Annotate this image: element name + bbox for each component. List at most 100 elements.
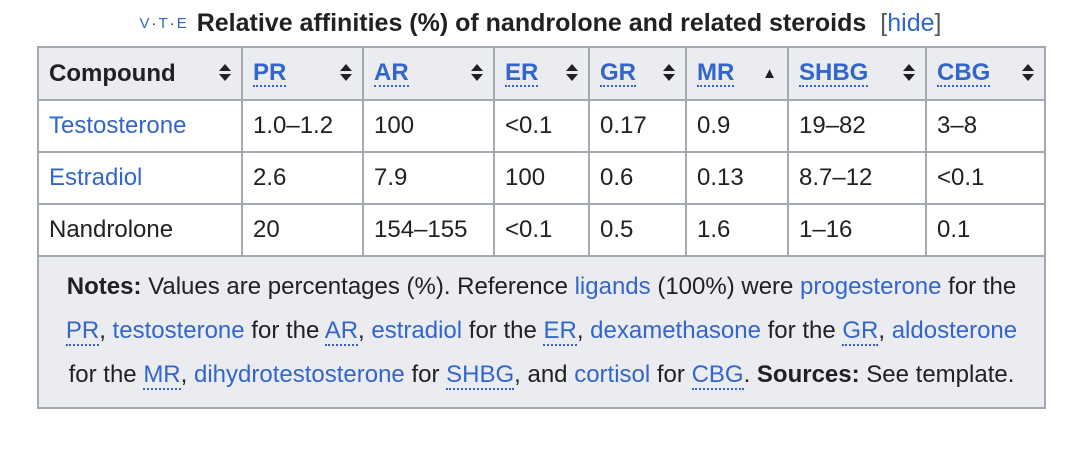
talk-template-link[interactable]: T <box>158 14 170 32</box>
notes-text: Values are percentages (%). Reference <box>141 273 575 300</box>
notes-text: for the <box>760 317 843 344</box>
notes-text: (100%) were <box>650 273 801 300</box>
sources-label: Sources: <box>750 361 860 388</box>
notes-row: Notes: Values are percentages (%). Refer… <box>37 255 1046 409</box>
header-label[interactable]: ER <box>505 58 539 87</box>
sort-icon[interactable] <box>340 63 352 84</box>
header-er[interactable]: ER <box>493 46 590 101</box>
navbox-caption: V·T·E Relative affinities (%) of nandrol… <box>37 0 1044 46</box>
estradiol-link[interactable]: estradiol <box>371 317 463 344</box>
shbg-abbr[interactable]: SHBG <box>446 361 515 390</box>
value-cell: 154–155 <box>362 203 495 257</box>
notes-text: . <box>743 361 751 388</box>
ligands-link[interactable]: ligands <box>574 273 651 300</box>
value-cell: 8.7–12 <box>787 151 927 205</box>
header-compound[interactable]: Compound <box>37 46 243 101</box>
value-cell: 3–8 <box>925 99 1046 153</box>
table-row: Nandrolone 20 154–155 <0.1 0.5 1.6 1–16 … <box>37 203 1046 257</box>
testosterone-link[interactable]: testosterone <box>112 317 245 344</box>
compound-cell: Testosterone <box>37 99 243 153</box>
compound-link[interactable]: Testosterone <box>49 112 187 139</box>
sort-icon[interactable] <box>566 63 578 84</box>
header-row: Compound PR AR ER GR MR ▲ SHBG CBG <box>37 46 1046 101</box>
header-label[interactable]: SHBG <box>799 58 869 87</box>
affinity-table: Compound PR AR ER GR MR ▲ SHBG CBG Testos… <box>37 46 1046 409</box>
dexamethasone-link[interactable]: dexamethasone <box>590 317 761 344</box>
er-abbr[interactable]: ER <box>543 317 577 346</box>
vte-links: V·T·E <box>140 15 189 32</box>
gr-abbr[interactable]: GR <box>842 317 879 346</box>
value-cell: 1.0–1.2 <box>241 99 364 153</box>
compound-cell: Estradiol <box>37 151 243 205</box>
header-label[interactable]: MR <box>697 58 735 87</box>
notes-text: , <box>99 317 113 344</box>
cortisol-link[interactable]: cortisol <box>574 361 651 388</box>
header-pr[interactable]: PR <box>241 46 364 101</box>
mr-abbr[interactable]: MR <box>143 361 181 390</box>
header-label[interactable]: AR <box>374 58 409 87</box>
header-gr[interactable]: GR <box>588 46 687 101</box>
dihydrotestosterone-link[interactable]: dihydrotestosterone <box>193 361 405 388</box>
table-title: Relative affinities (%) of nandrolone an… <box>196 8 867 37</box>
navbox: V·T·E Relative affinities (%) of nandrol… <box>37 0 1046 409</box>
hide-bracket-close: ] <box>934 8 942 37</box>
value-cell: 20 <box>241 203 364 257</box>
header-ar[interactable]: AR <box>362 46 495 101</box>
sort-icon[interactable] <box>663 63 675 84</box>
sort-icon[interactable] <box>471 63 483 84</box>
notes-text: , <box>180 361 194 388</box>
header-label: Compound <box>49 59 176 87</box>
sources-text: See template. <box>859 361 1015 388</box>
hide-bracket-open: [ <box>880 8 888 37</box>
header-cbg[interactable]: CBG <box>925 46 1046 101</box>
value-cell: 0.6 <box>588 151 687 205</box>
aldosterone-link[interactable]: aldosterone <box>891 317 1018 344</box>
progesterone-link[interactable]: progesterone <box>800 273 942 300</box>
sort-icon[interactable] <box>903 63 915 84</box>
sort-icon[interactable] <box>219 63 231 84</box>
cbg-abbr[interactable]: CBG <box>691 361 744 390</box>
vte-separator: · <box>151 14 159 32</box>
ar-abbr[interactable]: AR <box>324 317 359 346</box>
notes-text: for <box>650 361 692 388</box>
notes-cell: Notes: Values are percentages (%). Refer… <box>37 255 1046 409</box>
value-cell: 0.5 <box>588 203 687 257</box>
notes-text: , <box>576 317 591 344</box>
notes-text: for the <box>941 273 1017 300</box>
value-cell: 19–82 <box>787 99 927 153</box>
compound-cell: Nandrolone <box>37 203 243 257</box>
header-label[interactable]: GR <box>600 58 636 87</box>
value-cell: 0.9 <box>685 99 789 153</box>
header-shbg[interactable]: SHBG <box>787 46 927 101</box>
notes-text: , and <box>514 361 575 388</box>
notes-label: Notes: <box>66 273 142 300</box>
value-cell: <0.1 <box>925 151 1046 205</box>
value-cell: <0.1 <box>493 203 590 257</box>
compound-link[interactable]: Estradiol <box>49 164 143 191</box>
notes-text: for the <box>462 317 544 344</box>
header-label[interactable]: CBG <box>937 58 991 87</box>
edit-template-link[interactable]: E <box>176 14 189 32</box>
value-cell: 0.17 <box>588 99 687 153</box>
notes-text: for the <box>68 361 144 388</box>
sort-icon[interactable] <box>1022 63 1034 84</box>
table-row: Estradiol 2.6 7.9 100 0.6 0.13 8.7–12 <0… <box>37 151 1046 205</box>
value-cell: <0.1 <box>493 99 590 153</box>
value-cell: 100 <box>493 151 590 205</box>
header-mr[interactable]: MR ▲ <box>685 46 789 101</box>
notes-text: for <box>404 361 447 388</box>
sort-ascending-icon[interactable]: ▲ <box>762 65 777 82</box>
value-cell: 1.6 <box>685 203 789 257</box>
table-row: Testosterone 1.0–1.2 100 <0.1 0.17 0.9 1… <box>37 99 1046 153</box>
value-cell: 7.9 <box>362 151 495 205</box>
view-template-link[interactable]: V <box>139 14 152 32</box>
value-cell: 2.6 <box>241 151 364 205</box>
header-label[interactable]: PR <box>253 58 287 87</box>
value-cell: 1–16 <box>787 203 927 257</box>
hide-link[interactable]: hide <box>887 8 935 37</box>
notes-text: , <box>358 317 372 344</box>
value-cell: 0.1 <box>925 203 1046 257</box>
hide-toggle[interactable]: [hide] <box>880 9 941 38</box>
pr-abbr[interactable]: PR <box>65 317 100 346</box>
value-cell: 100 <box>362 99 495 153</box>
